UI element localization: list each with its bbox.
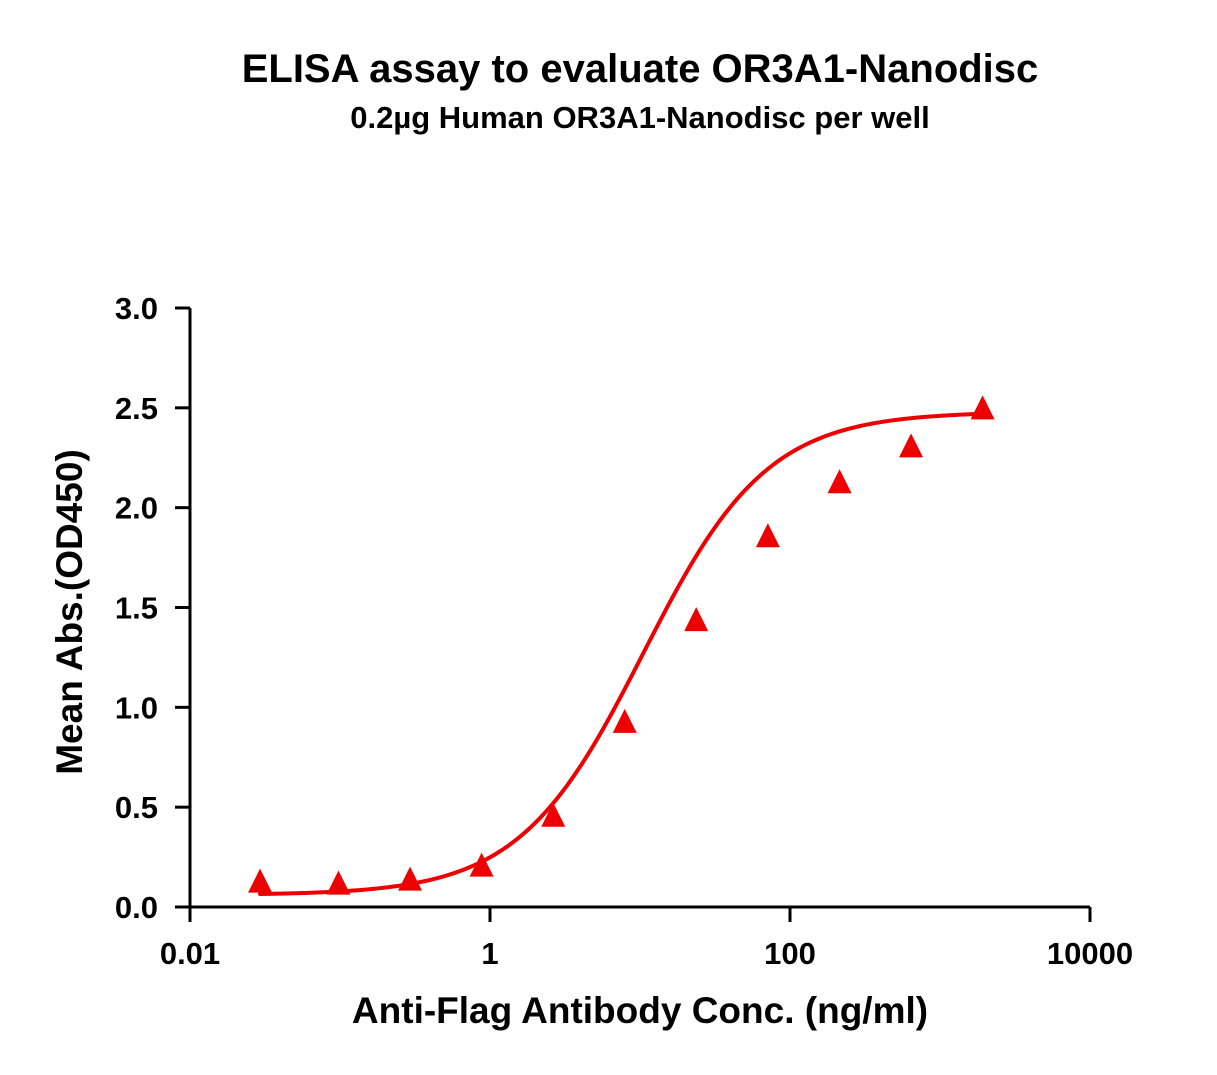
x-axis-title: Anti-Flag Antibody Conc. (ng/ml) xyxy=(352,990,928,1031)
x-tick-label: 10000 xyxy=(1047,936,1133,971)
data-point-triangle xyxy=(469,852,494,877)
y-axis: 0.0 0.5 1.0 1.5 2.0 2.5 3.0 xyxy=(115,291,192,925)
y-tick-label: 2.5 xyxy=(115,391,158,426)
data-point-triangle xyxy=(541,802,566,827)
data-point-triangle xyxy=(684,607,709,632)
x-tick-label: 100 xyxy=(764,936,816,971)
data-point-triangle xyxy=(248,868,273,893)
y-tick-label: 1.5 xyxy=(115,591,158,626)
data-point-triangle xyxy=(612,708,637,733)
y-tick-label: 1.0 xyxy=(115,690,158,725)
x-tick-label: 0.01 xyxy=(160,936,220,971)
x-axis: 0.01 1 100 10000 xyxy=(160,905,1133,971)
data-point-triangle xyxy=(899,433,924,458)
y-tick-label: 0.0 xyxy=(115,890,158,925)
data-point-triangle xyxy=(755,523,780,548)
y-tick-label: 2.0 xyxy=(115,491,158,526)
data-point-triangle xyxy=(326,870,351,895)
fit-curve-group xyxy=(258,411,985,897)
fit-curve xyxy=(258,411,985,897)
data-points xyxy=(248,395,995,895)
x-tick-label: 1 xyxy=(481,936,498,971)
data-point-triangle xyxy=(398,866,423,891)
chart-subtitle: 0.2µg Human OR3A1-Nanodisc per well xyxy=(350,100,929,135)
y-tick-label: 0.5 xyxy=(115,790,158,825)
data-point-triangle xyxy=(970,395,995,420)
y-axis-title: Mean Abs.(OD450) xyxy=(49,449,90,775)
chart-title: ELISA assay to evaluate OR3A1-Nanodisc xyxy=(242,47,1039,91)
data-point-triangle xyxy=(827,469,852,494)
y-tick-label: 3.0 xyxy=(115,291,158,326)
